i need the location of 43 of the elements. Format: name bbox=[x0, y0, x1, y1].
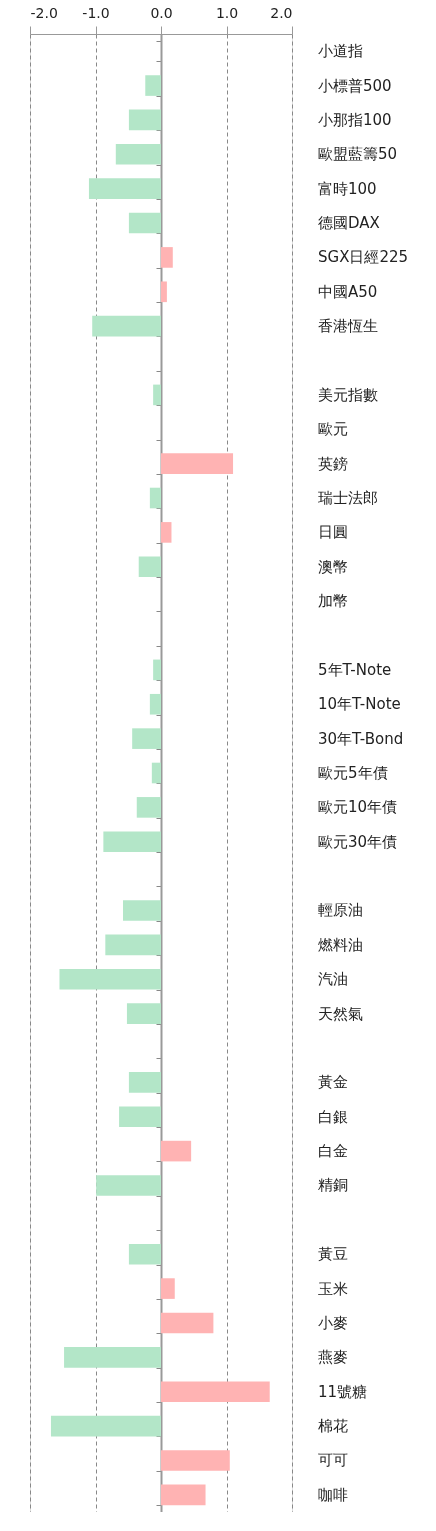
y-tick-label: 11號糖 bbox=[318, 1382, 368, 1401]
y-tick-label: 白銀 bbox=[318, 1107, 348, 1126]
y-tick-label: 美元指數 bbox=[318, 385, 378, 404]
x-tick-label: -1.0 bbox=[82, 4, 110, 21]
y-tick-label: 歐元5年債 bbox=[318, 764, 388, 782]
y-tick-label: 英鎊 bbox=[318, 454, 348, 473]
y-tick-label: 白金 bbox=[318, 1142, 348, 1161]
y-tick-label: 10年T-Note bbox=[318, 695, 401, 714]
y-tick-label: 澳幣 bbox=[318, 557, 348, 576]
y-tick-label: 歐元10年債 bbox=[318, 798, 398, 817]
y-tick-label: 小麥 bbox=[318, 1313, 348, 1332]
y-tick-label: 小標普500 bbox=[318, 76, 392, 95]
y-tick-label: 5年T-Note bbox=[318, 660, 392, 679]
y-tick-label: 小那指100 bbox=[318, 110, 392, 129]
y-tick-label: 香港恆生 bbox=[318, 317, 378, 336]
y-tick-label: SGX日經225 bbox=[318, 248, 409, 267]
y-tick-label: 30年T-Bond bbox=[318, 729, 404, 748]
x-tick-label: -2.0 bbox=[30, 4, 58, 21]
y-tick-label: 黃金 bbox=[318, 1073, 348, 1092]
y-tick-label: 德國DAX bbox=[318, 214, 380, 233]
y-tick-label: 燃料油 bbox=[318, 935, 363, 954]
y-tick-label: 瑞士法郎 bbox=[318, 489, 378, 508]
x-tick-label: 1.0 bbox=[215, 4, 239, 21]
y-tick-label: 燕麥 bbox=[318, 1348, 348, 1367]
y-tick-label: 歐元30年債 bbox=[318, 832, 398, 851]
y-tick-label: 日圓 bbox=[318, 523, 348, 542]
x-tick-label: 0.0 bbox=[150, 4, 173, 21]
y-tick-label: 輕原油 bbox=[318, 901, 363, 920]
y-tick-label: 天然氣 bbox=[318, 1004, 363, 1023]
y-tick-label: 歐元 bbox=[318, 420, 348, 439]
y-tick-label: 中國A50 bbox=[318, 282, 378, 301]
y-tick-label: 加幣 bbox=[318, 592, 348, 611]
y-tick-label: 富時100 bbox=[318, 179, 377, 198]
y-tick-label: 黃豆 bbox=[318, 1245, 348, 1264]
y-tick-label: 棉花 bbox=[318, 1417, 348, 1436]
x-tick-label: 2.0 bbox=[270, 4, 293, 21]
y-tick-label: 汽油 bbox=[318, 970, 348, 989]
y-tick-label: 歐盟藍籌50 bbox=[318, 145, 398, 164]
y-tick-label: 可可 bbox=[318, 1451, 348, 1470]
y-tick-label: 小道指 bbox=[318, 42, 363, 61]
y-tick-label: 精銅 bbox=[318, 1176, 348, 1195]
y-tick-label: 咖啡 bbox=[318, 1485, 348, 1504]
y-tick-label: 玉米 bbox=[318, 1279, 348, 1298]
